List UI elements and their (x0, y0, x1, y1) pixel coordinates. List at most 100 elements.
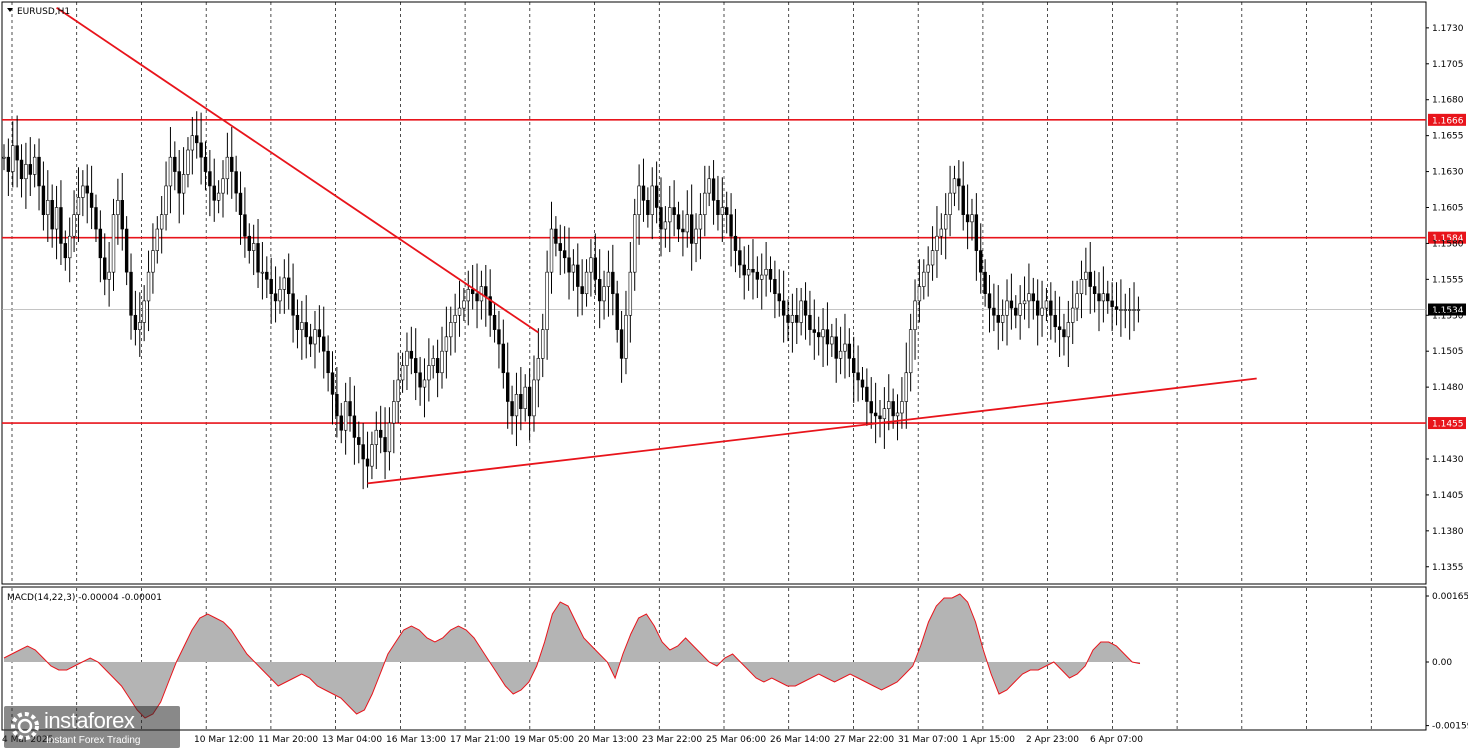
candle-body (1049, 300, 1053, 316)
candle-body (541, 329, 545, 359)
candle-body (979, 250, 983, 273)
price-tick-label: 1.1505 (1432, 347, 1464, 357)
price-pane-frame (1, 1, 1427, 585)
candle-body (1031, 293, 1036, 302)
candle-body (94, 207, 98, 230)
candle-body (59, 207, 63, 244)
candle-body (352, 415, 357, 438)
candle-body (983, 271, 987, 295)
candle-body (961, 185, 965, 215)
candle-body (431, 358, 435, 366)
dropdown-triangle-icon[interactable] (7, 8, 13, 12)
price-tick-label: 1.1680 (1432, 96, 1464, 106)
candle-body (11, 145, 15, 172)
candle-body (729, 214, 733, 237)
candle-body (694, 228, 698, 244)
candle-body (1132, 309, 1136, 311)
candle-body (852, 358, 856, 374)
candle-body (672, 207, 676, 215)
candle-body (453, 314, 457, 323)
candle-body (532, 379, 536, 417)
candle-body (1035, 300, 1040, 316)
level-price-label: 1.1455 (1432, 420, 1464, 430)
candle-body (282, 277, 287, 290)
candle-body (549, 228, 554, 273)
candle-body (400, 365, 405, 381)
candle-body (177, 171, 181, 194)
candle-body (738, 250, 742, 266)
candle-body (374, 429, 378, 445)
price-tick-label: 1.1605 (1432, 203, 1464, 213)
candle-body (234, 171, 238, 194)
candle-body (711, 178, 716, 201)
candle-body (295, 314, 300, 330)
candle-body (247, 235, 251, 251)
time-tick-label: 23 Mar 22:00 (642, 735, 702, 745)
candle-body (484, 286, 488, 297)
candle-body (1071, 307, 1075, 323)
candle-body (81, 185, 85, 198)
candle-body (922, 271, 926, 287)
candle-body (1136, 309, 1141, 311)
candle-body (593, 257, 598, 280)
macd-label: MACD(14,22,3) -0.00004 -0.00001 (7, 593, 162, 603)
candle-body (41, 185, 46, 215)
candle-body (803, 300, 808, 316)
candle-body (567, 257, 571, 273)
candle-body (799, 300, 803, 323)
candle-body (370, 444, 374, 467)
levels[interactable]: 1.1666 1.1584 1.1455 1.1534 (2, 113, 1466, 430)
candle-body (773, 279, 777, 295)
candle-body (790, 314, 795, 323)
candle-body (300, 322, 304, 330)
trendlines[interactable] (56, 7, 1257, 485)
candle-body (992, 307, 996, 316)
candle-body (930, 250, 935, 266)
time-tick-label: 13 Mar 04:00 (322, 735, 382, 745)
macd-tick-label: -0.00159 (1432, 722, 1468, 732)
candle-body (173, 156, 177, 172)
level-price-label: 1.1666 (1432, 116, 1464, 126)
candle-body (1066, 322, 1071, 338)
candle-body (957, 178, 961, 187)
candle-body (273, 293, 278, 302)
candle-body (116, 200, 120, 215)
candle-body (212, 185, 216, 201)
candle-body (869, 401, 873, 414)
candles (2, 111, 1141, 490)
price-tick-label: 1.1355 (1432, 563, 1464, 573)
candle-body (199, 142, 203, 158)
candle-body (1053, 314, 1057, 328)
macd-area (4, 594, 1140, 718)
level-price-box (1428, 417, 1466, 430)
candle-body (85, 185, 89, 194)
candle-body (1114, 306, 1119, 310)
candle-body (308, 336, 313, 345)
candle-body (501, 343, 506, 374)
candle-body (887, 401, 891, 409)
level-price-label: 1.1584 (1432, 234, 1464, 244)
candle-body (138, 322, 142, 330)
candle-body (317, 329, 322, 338)
candle-body (878, 415, 882, 420)
candle-body (1018, 303, 1022, 316)
candle-body (1075, 293, 1079, 309)
candle-body (987, 293, 992, 309)
candle-body (251, 243, 256, 251)
candle-body (1101, 293, 1106, 302)
candle-body (32, 156, 37, 175)
price-tick-label: 1.1580 (1432, 239, 1464, 249)
candle-body (974, 214, 979, 251)
candle-body (427, 365, 431, 381)
candle-body (208, 171, 212, 187)
price-tick-label: 1.1530 (1432, 311, 1464, 321)
candle-body (580, 286, 584, 295)
trendline-descending (56, 7, 539, 334)
candle-body (523, 386, 527, 409)
candle-body (904, 372, 908, 402)
candle-body (733, 235, 738, 251)
candle-body (326, 350, 330, 374)
candle-body (1009, 300, 1014, 309)
candle-body (873, 412, 878, 417)
